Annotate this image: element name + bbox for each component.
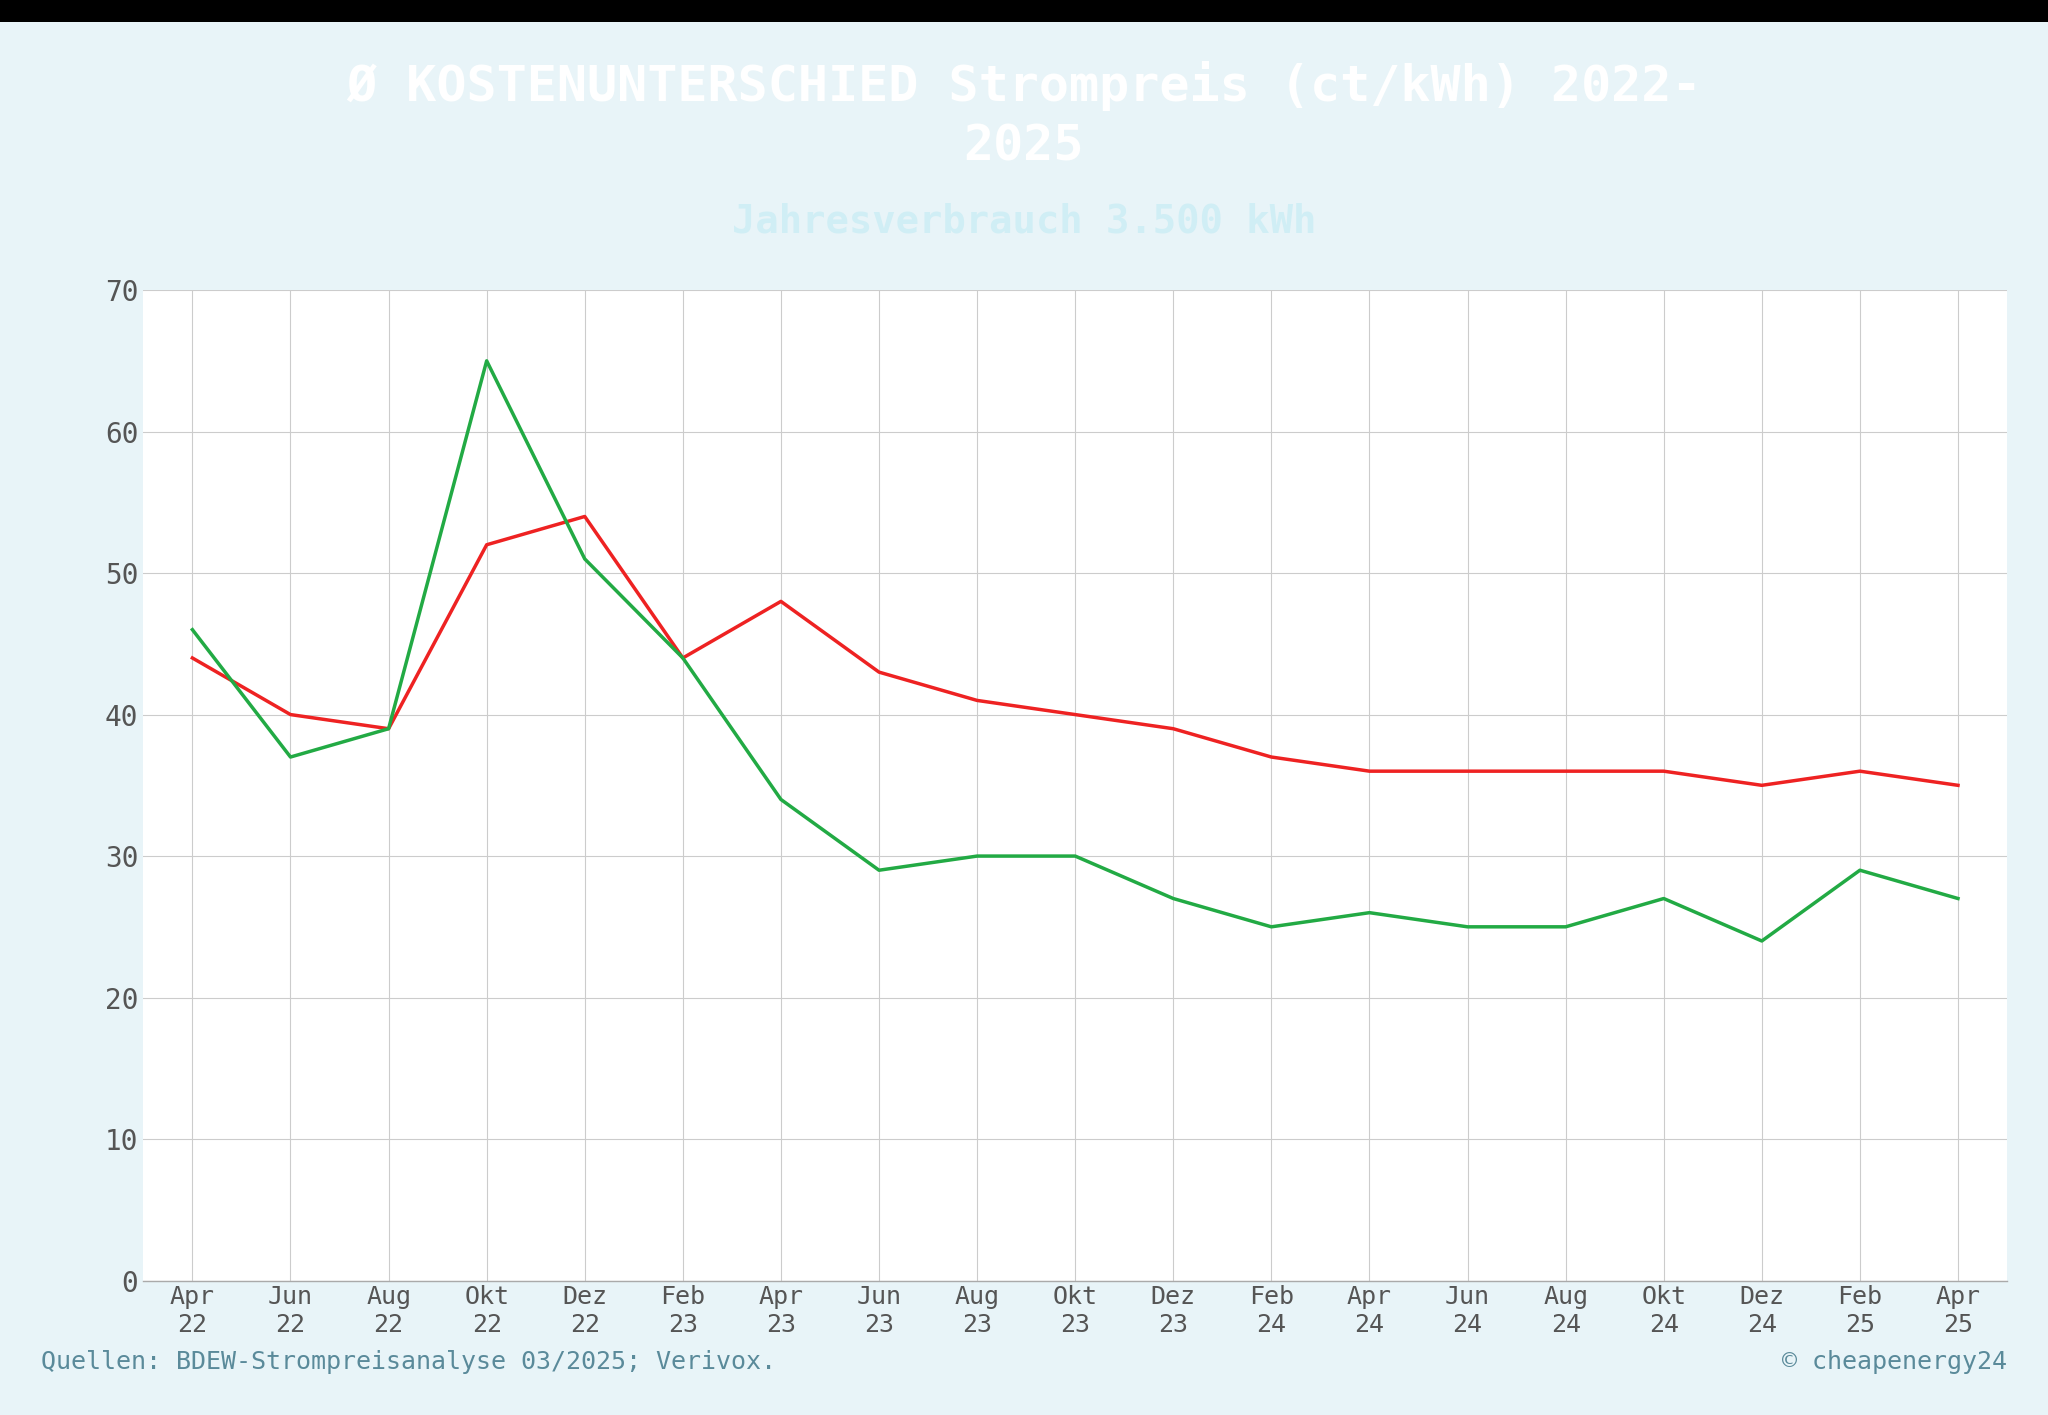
Text: © cheapenergy24: © cheapenergy24 [1782, 1350, 2007, 1374]
Bar [0, 0, 2048, 23]
Text: Quellen: BDEW-Strompreisanalyse 03/2025; Verivox.: Quellen: BDEW-Strompreisanalyse 03/2025;… [41, 1350, 776, 1374]
Legend: Alle Haushalte, Neukunden: Alle Haushalte, Neukunden [727, 1409, 1423, 1415]
Text: Ø KOSTENUNTERSCHIED Strompreis (ct/kWh) 2022-
2025: Ø KOSTENUNTERSCHIED Strompreis (ct/kWh) … [346, 61, 1702, 170]
Text: Jahresverbrauch 3.500 kWh: Jahresverbrauch 3.500 kWh [731, 202, 1317, 241]
